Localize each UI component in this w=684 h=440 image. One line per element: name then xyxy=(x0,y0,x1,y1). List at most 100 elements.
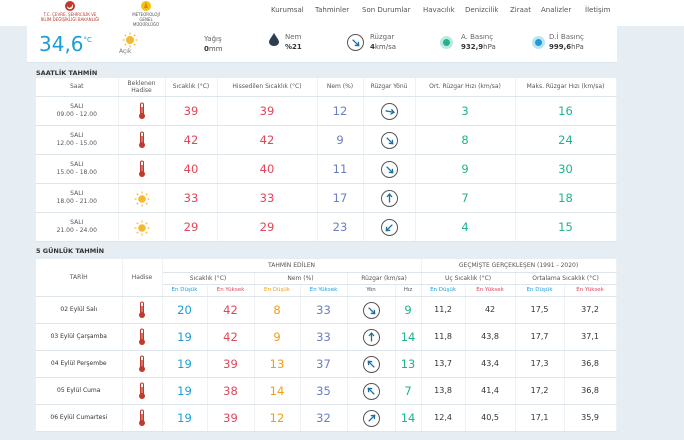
hourly-forecast-panel: Saat Beklenen Hadise Sıcaklık (°C) Hisse… xyxy=(36,78,617,242)
daily-wind-speed: 9 xyxy=(395,296,422,324)
daily-wind-dir-cell xyxy=(347,377,396,405)
thermometer-hot-icon xyxy=(139,328,145,346)
nav-tahminler[interactable]: Tahminler xyxy=(315,6,350,14)
hourly-humidity: 11 xyxy=(317,154,364,184)
thermometer-hot-icon xyxy=(139,382,145,400)
hourly-event-cell xyxy=(118,212,166,242)
wind-direction-icon xyxy=(380,103,398,120)
hourly-row: SALI 09.00 - 12.00 39 39 12 3 16 xyxy=(36,96,617,126)
hourly-row: SALI 12.00 - 15.00 42 42 9 8 24 xyxy=(36,125,617,155)
daily-wind-dir-cell xyxy=(347,404,396,432)
current-sky-text: Açık xyxy=(119,48,132,55)
hourly-max-wind: 18 xyxy=(515,183,617,213)
daily-extreme-max: 41,4 xyxy=(465,377,516,405)
daily-temp-max: 42 xyxy=(207,323,255,351)
daily-header-humidity: Nem (%) xyxy=(254,272,348,285)
ministry-logo[interactable]: T.C. ÇEVRE, ŞEHİRCİLİK VE İKLİM DEĞİŞİKL… xyxy=(40,0,100,24)
nav-ziraat[interactable]: Ziraat xyxy=(510,6,531,14)
hourly-wind-dir-cell xyxy=(363,154,416,184)
daily-header-past-group: GEÇMİŞTE GERÇEKLEŞEN (1991 - 2020) xyxy=(421,259,617,273)
hourly-header-temp: Sıcaklık (°C) xyxy=(165,78,218,97)
daily-wind-speed: 13 xyxy=(395,350,422,378)
hourly-feel: 33 xyxy=(217,183,318,213)
hourly-wind-dir-cell xyxy=(363,183,416,213)
daily-header-extreme-temp: Uç Sıcaklık (°C) xyxy=(421,272,516,285)
wind-direction-icon xyxy=(380,190,398,207)
daily-extreme-min: 11,8 xyxy=(421,323,466,351)
daily-temp-max: 42 xyxy=(207,296,255,324)
hourly-day: SALI xyxy=(70,218,84,226)
thermometer-hot-icon xyxy=(138,131,145,149)
rain-unit: mm xyxy=(208,45,223,53)
top-navigation-bar: T.C. ÇEVRE, ŞEHİRCİLİK VE İKLİM DEĞİŞİKL… xyxy=(0,0,684,27)
wind-label: Rüzgar xyxy=(370,33,395,41)
hourly-feel: 42 xyxy=(217,125,318,155)
current-temp-unit: °C xyxy=(83,36,92,44)
wind-value: 4 xyxy=(370,43,375,51)
nav-iletisim[interactable]: İletişim xyxy=(585,6,611,14)
hourly-max-wind: 15 xyxy=(515,212,617,242)
hourly-max-wind: 16 xyxy=(515,96,617,126)
daily-row: 02 Eylül Salı 20 42 8 33 9 11,2 42 17,5 37,2 xyxy=(36,296,617,324)
nav-analizler[interactable]: Analizler xyxy=(541,6,572,14)
hourly-temp: 33 xyxy=(165,183,218,213)
mgm-logo-text: METEOROLOJİ GENEL MÜDÜRLÜĞÜ xyxy=(132,12,160,27)
thermometer-hot-icon xyxy=(138,160,145,178)
daily-forecast-table: TARİH Hadise TAHMİN EDİLEN GEÇMİŞTE GERÇ… xyxy=(36,259,617,432)
hourly-avg-wind: 7 xyxy=(415,183,516,213)
sea-pressure-value: 999,6 xyxy=(549,43,572,51)
thermometer-hot-icon xyxy=(139,355,145,373)
daily-avg-max: 37,2 xyxy=(564,296,617,324)
hourly-avg-wind: 3 xyxy=(415,96,516,126)
hourly-header-event: Beklenen Hadise xyxy=(118,78,166,97)
hourly-temp: 29 xyxy=(165,212,218,242)
daily-hum-min: 14 xyxy=(254,377,301,405)
hourly-time-cell: SALI 18.00 - 21.00 xyxy=(36,183,119,213)
wind-direction-icon xyxy=(380,161,398,178)
daily-hum-min: 12 xyxy=(254,404,301,432)
mgm-emblem-icon xyxy=(141,1,151,11)
wind-direction-icon xyxy=(362,329,380,346)
wind-value-group: 4km/sa xyxy=(370,43,396,51)
daily-subheader-wind-speed: Hız xyxy=(395,284,422,297)
daily-row: 03 Eylül Çarşamba 19 42 9 33 14 11,8 43,8 17,7 37… xyxy=(36,323,617,351)
daily-hum-max: 37 xyxy=(300,350,348,378)
hourly-time: 21.00 - 24.00 xyxy=(56,226,97,234)
hourly-avg-wind: 4 xyxy=(415,212,516,242)
current-temp-value: 34,6 xyxy=(39,32,84,56)
daily-event-cell xyxy=(122,377,163,405)
hourly-header-feel: Hissedilen Sıcaklık (°C) xyxy=(217,78,318,97)
hourly-header-wind-dir: Rüzgar Yönü xyxy=(363,78,416,97)
daily-avg-max: 35,9 xyxy=(564,404,617,432)
daily-subheader-extreme-min: En Düşük xyxy=(421,284,466,297)
daily-temp-max: 38 xyxy=(207,377,255,405)
hourly-header-avg-wind: Ort. Rüzgar Hızı (km/sa) xyxy=(415,78,516,97)
daily-avg-max: 37,1 xyxy=(564,323,617,351)
daily-extreme-min: 13,8 xyxy=(421,377,466,405)
mgm-logo[interactable]: METEOROLOJİ GENEL MÜDÜRLÜĞÜ xyxy=(126,0,166,27)
nav-kurumsal[interactable]: Kurumsal xyxy=(271,6,304,14)
daily-date: 06 Eylül Cumartesi xyxy=(36,404,123,432)
nav-denizcilik[interactable]: Denizcilik xyxy=(465,6,499,14)
hourly-time: 12.00 - 15.00 xyxy=(56,139,97,147)
pressure-value: 932,9 xyxy=(461,43,484,51)
daily-header-avg-temp: Ortalama Sıcaklık (°C) xyxy=(515,272,617,285)
daily-header-forecast-group: TAHMİN EDİLEN xyxy=(162,259,422,273)
wind-direction-icon xyxy=(362,383,380,400)
thermometer-hot-icon xyxy=(138,102,145,120)
hourly-wind-dir-cell xyxy=(363,212,416,242)
daily-extreme-max: 43,8 xyxy=(465,323,516,351)
sun-icon xyxy=(122,32,138,48)
nav-son-durumlar[interactable]: Son Durumlar xyxy=(362,6,411,14)
daily-subheader-hum-max: En Yüksek xyxy=(300,284,348,297)
daily-row: 04 Eylül Perşembe 19 39 13 37 13 13,7 43,4 17,3 3… xyxy=(36,350,617,378)
hourly-humidity: 17 xyxy=(317,183,364,213)
hourly-row: SALI 15.00 - 18.00 40 40 11 9 30 xyxy=(36,154,617,184)
wind-unit: km/sa xyxy=(374,43,397,51)
hourly-feel: 29 xyxy=(217,212,318,242)
daily-subheader-temp-min: En Düşük xyxy=(162,284,208,297)
nav-havacilik[interactable]: Havacılık xyxy=(423,6,455,14)
daily-date: 05 Eylül Cuma xyxy=(36,377,123,405)
daily-date: 03 Eylül Çarşamba xyxy=(36,323,123,351)
daily-subheader-extreme-max: En Yüksek xyxy=(465,284,516,297)
